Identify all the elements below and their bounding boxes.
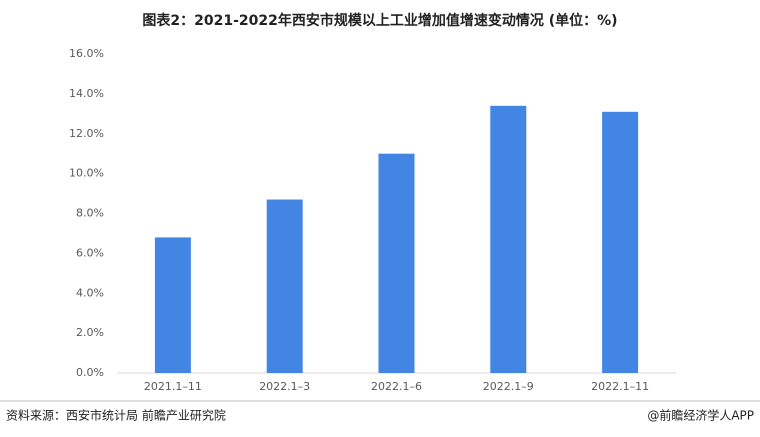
bar bbox=[266, 199, 303, 373]
y-tick-label: 16.0% bbox=[69, 47, 104, 60]
y-tick-label: 0.0% bbox=[76, 366, 104, 379]
y-tick-label: 4.0% bbox=[76, 286, 104, 299]
source: 资料来源：西安市统计局 前瞻产业研究院 bbox=[6, 408, 226, 423]
bar bbox=[378, 153, 415, 373]
y-tick-label: 14.0% bbox=[69, 87, 104, 100]
y-tick-label: 12.0% bbox=[69, 127, 104, 140]
y-tick-label: 8.0% bbox=[76, 207, 104, 220]
bar bbox=[490, 105, 527, 374]
x-tick-label: 2022.1–3 bbox=[259, 380, 310, 393]
y-tick-label: 10.0% bbox=[69, 167, 104, 180]
x-tick-label: 2022.1–6 bbox=[371, 380, 422, 393]
chart-title: 图表2：2021-2022年西安市规模以上工业增加值增速变动情况 (单位：%) bbox=[142, 12, 617, 29]
y-tick-label: 2.0% bbox=[76, 326, 104, 339]
y-tick-label: 6.0% bbox=[76, 246, 104, 259]
x-tick-label: 2022.1–11 bbox=[591, 380, 649, 393]
bar bbox=[602, 111, 639, 373]
x-tick-label: 2021.1–11 bbox=[144, 380, 202, 393]
x-tick-label: 2022.1–9 bbox=[483, 380, 534, 393]
bar bbox=[154, 237, 191, 373]
credit: @前瞻经济学人APP bbox=[647, 408, 754, 423]
